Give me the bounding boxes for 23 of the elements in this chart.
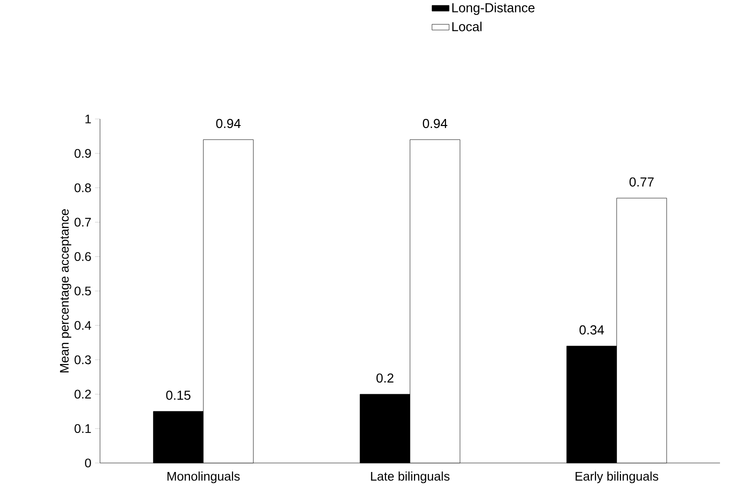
x-tick-label: Early bilinguals	[576, 472, 658, 484]
y-axis-title: Mean percentage acceptance	[60, 209, 72, 372]
x-tick-label: Late bilinguals	[371, 472, 450, 484]
data-label: 0.15	[166, 390, 190, 400]
data-label: 0.77	[630, 177, 654, 187]
data-label: 0.94	[216, 118, 241, 128]
legend-label: Local	[452, 22, 482, 32]
y-tick-label: 0.1	[74, 424, 91, 434]
y-tick-label: 1	[85, 114, 91, 124]
y-tick-label: 0.7	[74, 218, 91, 227]
x-tick-label: Monolinguals	[168, 472, 240, 484]
y-tick-label: 0.2	[74, 390, 91, 399]
y-tick-label: 0.3	[74, 355, 91, 364]
data-label: 0.2	[376, 373, 394, 383]
data-label: 0.34	[580, 325, 604, 334]
y-tick-label: 0	[85, 458, 91, 468]
data-label: 0.94	[422, 118, 448, 128]
y-tick-label: 0.4	[74, 320, 92, 330]
legend-label: Long-Distance	[452, 2, 534, 15]
y-tick-label: 0.6	[74, 252, 91, 262]
y-tick-label: 0.8	[74, 183, 91, 192]
y-tick-label: 0.5	[74, 286, 91, 296]
y-tick-label: 0.9	[74, 148, 91, 158]
